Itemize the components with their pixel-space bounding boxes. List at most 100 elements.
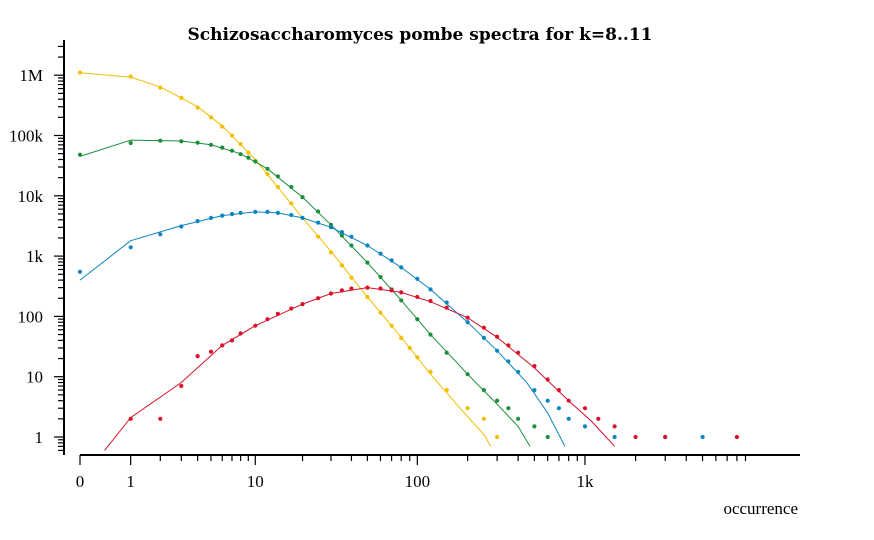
data-point: [481, 325, 486, 330]
data-point: [253, 159, 258, 164]
data-point: [545, 398, 550, 403]
data-point: [349, 234, 354, 239]
data-point: [365, 294, 370, 300]
data-point: [300, 302, 305, 307]
data-point: [246, 150, 251, 155]
data-point: [378, 251, 383, 256]
data-point: [734, 434, 740, 440]
data-point: [253, 323, 258, 328]
data-point: [208, 115, 214, 120]
data-point: [444, 388, 449, 393]
x-tick-label: 100: [405, 472, 431, 491]
x-axis: 0 1 10 100 1k: [76, 454, 800, 491]
data-point: [612, 434, 617, 440]
data-point: [328, 250, 334, 255]
data-point: [77, 152, 83, 157]
data-point: [415, 294, 420, 300]
data-point: [229, 338, 235, 343]
data-point: [275, 174, 280, 179]
data-point: [428, 287, 433, 292]
data-point: [415, 317, 420, 322]
data-point: [389, 323, 394, 328]
y-tick-label: 1: [35, 428, 44, 447]
data-point: [633, 434, 638, 440]
data-point: [229, 148, 235, 153]
data-point: [238, 152, 243, 157]
data-point: [415, 276, 420, 281]
y-tick-label: 1k: [26, 247, 44, 266]
data-point: [407, 345, 412, 350]
data-point: [378, 286, 383, 291]
series-1: [77, 70, 500, 447]
data-point: [158, 138, 163, 143]
data-point: [265, 317, 270, 322]
data-point: [378, 310, 383, 315]
data-point: [238, 210, 243, 215]
x-axis-label: occurrence: [723, 499, 798, 518]
data-point: [415, 355, 420, 360]
data-point: [328, 225, 334, 230]
data-point: [399, 298, 404, 303]
data-point: [365, 260, 370, 265]
data-point: [399, 335, 404, 340]
data-point: [339, 233, 344, 238]
data-point: [663, 434, 668, 440]
chart-title: Schizosaccharomyces pombe spectra for k=…: [188, 25, 653, 45]
data-point: [365, 243, 370, 248]
data-point: [195, 140, 200, 145]
data-point: [465, 315, 470, 320]
data-point: [545, 434, 550, 440]
data-point: [289, 184, 294, 190]
data-point: [220, 213, 225, 218]
data-point: [246, 155, 251, 160]
data-point: [389, 258, 394, 263]
y-tick-label: 1M: [19, 66, 43, 85]
x-tick-label: 1: [126, 472, 135, 491]
data-point: [516, 350, 521, 355]
data-point: [179, 383, 184, 389]
data-point: [444, 305, 449, 310]
data-point: [77, 269, 83, 274]
data-point: [275, 311, 280, 316]
series-2: [77, 138, 550, 447]
data-point: [349, 243, 354, 248]
data-point: [444, 300, 449, 305]
data-point: [481, 335, 486, 340]
data-point: [700, 434, 705, 440]
data-point: [275, 184, 280, 190]
data-point: [208, 215, 214, 220]
data-point: [582, 406, 588, 411]
data-point: [582, 424, 588, 429]
data-point: [378, 274, 383, 280]
fit-line: [79, 211, 566, 447]
data-point: [339, 263, 344, 268]
fit-line: [79, 72, 492, 447]
data-point: [316, 234, 321, 239]
data-point: [300, 195, 305, 200]
y-axis: 1 10 100 1k 10k 100k 1M: [9, 40, 65, 455]
data-point: [128, 416, 133, 421]
data-point: [566, 398, 571, 403]
data-point: [253, 209, 258, 214]
data-point: [128, 140, 133, 146]
data-point: [465, 320, 470, 325]
data-point: [238, 142, 243, 147]
data-point: [465, 406, 470, 411]
data-point: [265, 166, 270, 171]
y-tick-label: 100: [18, 307, 44, 326]
data-point: [229, 133, 235, 138]
data-point: [77, 70, 83, 75]
data-point: [596, 416, 601, 421]
data-point: [612, 424, 617, 429]
data-point: [516, 369, 521, 374]
data-point: [545, 377, 550, 382]
data-point: [300, 215, 305, 220]
data-point: [495, 398, 500, 403]
data-point: [428, 332, 433, 337]
data-point: [532, 364, 537, 369]
data-point: [506, 406, 511, 411]
data-point: [195, 105, 200, 110]
data-point: [179, 139, 184, 144]
data-point: [289, 212, 294, 218]
